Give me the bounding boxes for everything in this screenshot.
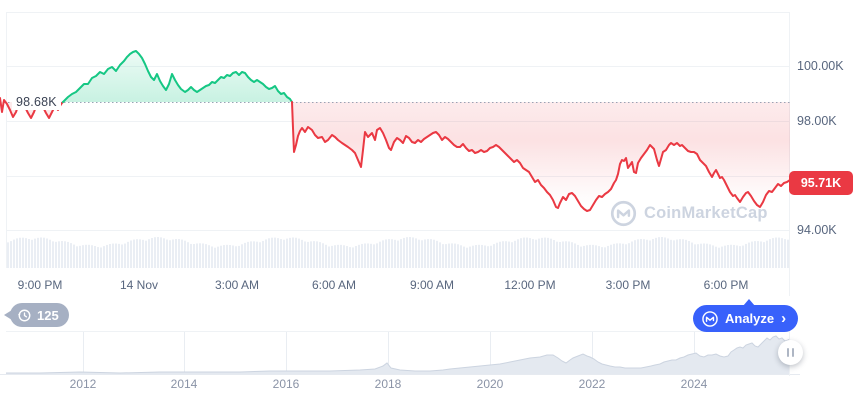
x-axis-tick-label: 6:00 PM	[703, 278, 749, 292]
current-price-badge: 95.71K	[789, 171, 853, 195]
handle-grip-bar	[787, 348, 789, 357]
analyze-label: Analyze	[725, 311, 775, 326]
navigator-drag-handle[interactable]	[778, 340, 803, 365]
y-axis-tick-label: 100.00K	[797, 59, 844, 73]
analyze-button[interactable]: Analyze ›	[693, 299, 799, 332]
main-chart-svg[interactable]	[0, 0, 800, 296]
watermark-text: CoinMarketCap	[644, 204, 768, 222]
navigator-svg[interactable]	[0, 331, 800, 376]
x-axis-tick-label: 14 Nov	[119, 278, 159, 292]
x-axis-tick-label: 3:00 PM	[605, 278, 651, 292]
navigator-year-label: 2022	[578, 377, 606, 391]
x-axis-tick-label: 6:00 AM	[311, 278, 357, 292]
chevron-right-icon: ›	[781, 310, 787, 327]
navigator-year-label: 2020	[476, 377, 504, 391]
navigator-year-label: 2014	[170, 377, 198, 391]
history-badge[interactable]: 125	[4, 303, 69, 327]
navigator-year-label: 2012	[69, 377, 97, 391]
analyze-cmc-icon	[702, 310, 718, 327]
y-axis-tick-label: 94.00K	[797, 223, 837, 237]
x-axis-tick-label: 9:00 PM	[17, 278, 63, 292]
x-axis-tick-label: 3:00 AM	[214, 278, 260, 292]
navigator-year-label: 2016	[272, 377, 300, 391]
handle-grip-bar	[792, 348, 794, 357]
coinmarketcap-watermark: CoinMarketCap	[610, 200, 768, 227]
y-axis-tick-label: 98.00K	[797, 114, 837, 128]
history-count: 125	[37, 307, 59, 323]
x-axis-tick-label: 9:00 AM	[409, 278, 455, 292]
history-clock-icon	[17, 309, 31, 321]
coinmarketcap-logo-icon	[610, 200, 637, 227]
navigator-year-label: 2018	[374, 377, 402, 391]
navigator-year-label: 2024	[680, 377, 708, 391]
baseline-price-label: 98.68K	[12, 94, 61, 110]
x-axis-tick-label: 12:00 PM	[504, 278, 556, 292]
